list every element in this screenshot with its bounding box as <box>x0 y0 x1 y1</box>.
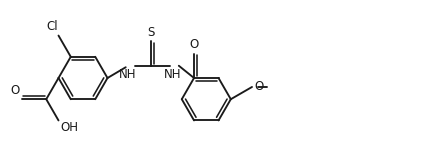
Text: O: O <box>10 84 20 97</box>
Text: O: O <box>254 80 263 94</box>
Text: NH: NH <box>164 68 181 81</box>
Text: O: O <box>189 38 199 51</box>
Text: Cl: Cl <box>46 20 57 33</box>
Text: S: S <box>147 26 155 39</box>
Text: NH: NH <box>119 68 136 81</box>
Text: OH: OH <box>60 122 79 134</box>
